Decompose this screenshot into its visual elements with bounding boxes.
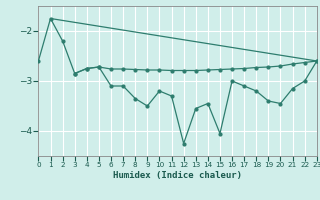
X-axis label: Humidex (Indice chaleur): Humidex (Indice chaleur) bbox=[113, 171, 242, 180]
